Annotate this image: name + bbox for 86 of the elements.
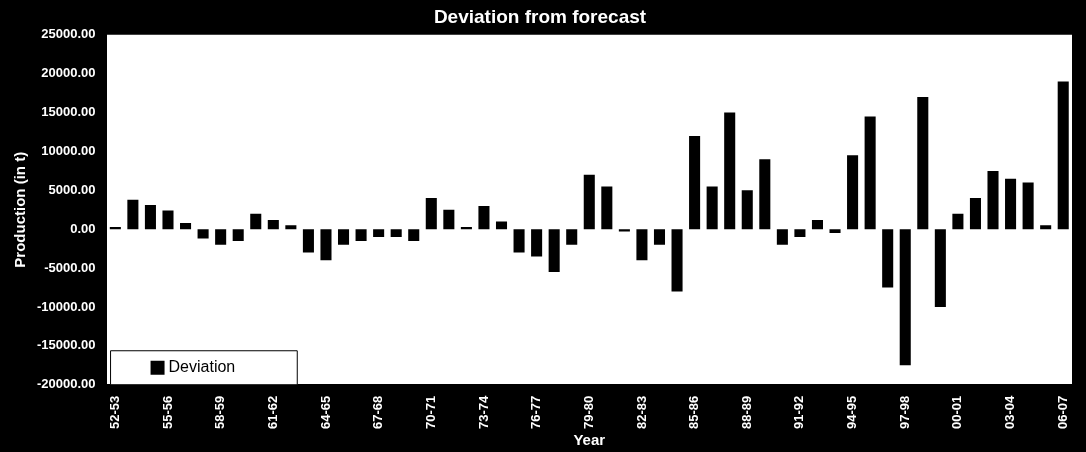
bar (899, 229, 911, 366)
x-tick-label: 88-89 (738, 395, 754, 429)
bar (162, 210, 174, 230)
x-tick-label: 97-98 (896, 395, 912, 429)
bar (495, 221, 508, 230)
bar (285, 225, 297, 230)
x-tick-label: 64-65 (317, 395, 333, 429)
bar (759, 159, 771, 230)
bar (1005, 178, 1017, 230)
bar (180, 223, 192, 230)
chart-title: Deviation from forecast (433, 5, 647, 27)
bar (636, 229, 648, 261)
x-tick-label: 76-77 (528, 395, 544, 429)
y-axis-title: Production (in t) (11, 151, 29, 268)
x-axis-title: Year (573, 431, 606, 449)
bar (1040, 225, 1052, 230)
x-tick-label: 91-92 (791, 395, 807, 429)
bar (250, 213, 262, 230)
bar (302, 229, 314, 253)
bar (811, 219, 823, 230)
y-tick-label: 20000.00 (41, 65, 96, 81)
legend-label: Deviation (168, 358, 236, 376)
bar (689, 135, 701, 230)
y-tick-label: 5000.00 (48, 181, 96, 197)
bar (338, 229, 350, 245)
x-tick-label: 79-80 (580, 395, 596, 429)
bar (267, 219, 279, 230)
bar (197, 229, 209, 239)
bar (847, 155, 859, 230)
y-tick-label: -15000.00 (36, 337, 96, 353)
bar (390, 229, 402, 237)
bar (864, 116, 876, 230)
bar (987, 170, 999, 230)
bar (373, 229, 385, 237)
bar (706, 186, 718, 230)
bar (478, 205, 490, 230)
bar (443, 209, 455, 230)
x-tick-label: 52-53 (106, 395, 122, 429)
bar (829, 229, 841, 234)
x-tick-label: 55-56 (159, 395, 175, 429)
bar (215, 229, 227, 245)
bar (969, 198, 981, 230)
bar (548, 229, 560, 272)
bar (583, 174, 595, 230)
bar (355, 229, 367, 241)
bar (794, 229, 806, 237)
x-tick-label: 70-71 (422, 395, 438, 429)
y-tick-label: -10000.00 (36, 298, 96, 314)
y-tick-label: -20000.00 (36, 376, 96, 392)
x-tick-label: 03-04 (1002, 394, 1018, 429)
bar (408, 229, 420, 241)
x-tick-label: 85-86 (686, 395, 702, 429)
bar (917, 97, 929, 230)
x-tick-label: 61-62 (264, 395, 280, 429)
bar (320, 229, 332, 261)
bar (653, 229, 666, 245)
bar (952, 213, 964, 230)
y-tick-label: 15000.00 (41, 104, 96, 120)
x-tick-label: 67-68 (370, 395, 386, 429)
x-tick-label: 82-83 (633, 395, 649, 429)
bar (934, 229, 946, 307)
bar (513, 229, 525, 253)
x-tick-label: 00-01 (949, 395, 965, 429)
bar (776, 229, 788, 245)
bar (425, 198, 437, 230)
bar (724, 112, 736, 230)
bar (531, 229, 543, 257)
bar (882, 229, 894, 288)
x-tick-label: 73-74 (475, 394, 491, 429)
bar (741, 190, 753, 230)
x-tick-label: 06-07 (1054, 395, 1070, 429)
x-tick-label: 58-59 (212, 395, 228, 429)
bar (144, 205, 156, 230)
bar (1057, 81, 1069, 230)
y-tick-label: -5000.00 (44, 259, 96, 275)
bar (127, 199, 139, 230)
bar (232, 229, 244, 241)
bar (618, 229, 630, 232)
bar (671, 229, 683, 292)
x-tick-label: 94-95 (844, 395, 860, 429)
y-tick-label: 10000.00 (41, 143, 96, 159)
bar (1022, 182, 1034, 230)
bar (601, 186, 613, 230)
y-tick-label: 25000.00 (41, 26, 96, 42)
y-tick-label: 0.00 (70, 220, 96, 236)
bar (566, 229, 578, 245)
